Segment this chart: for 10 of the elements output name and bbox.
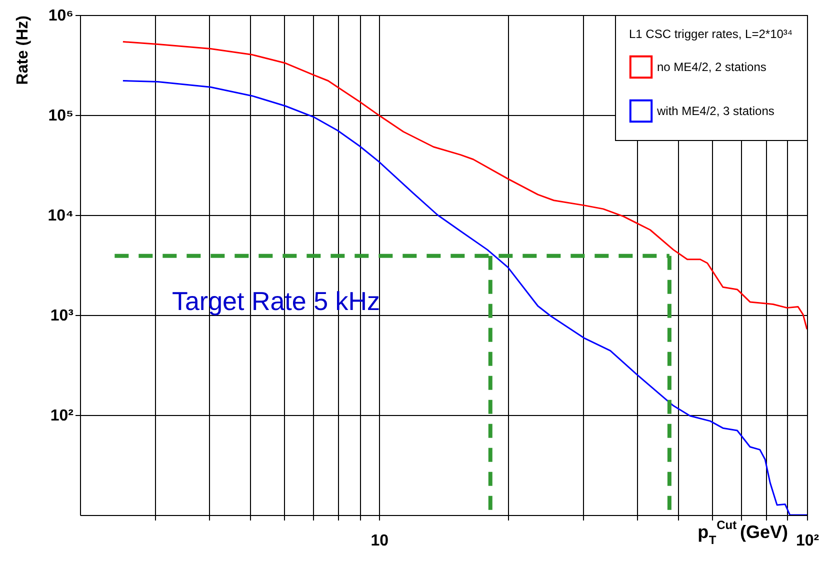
legend-label: no ME4/2, 2 stations <box>657 60 766 74</box>
y-tick-label: 10³ <box>50 308 74 324</box>
y-tick-label: 10⁶ <box>48 8 74 24</box>
x-tick-label: 10 <box>370 532 389 550</box>
y-tick-label: 10² <box>50 408 74 424</box>
legend-label: with ME4/2, 3 stations <box>656 104 774 118</box>
y-axis-title: Rate (Hz) <box>14 16 32 85</box>
y-tick-label: 10⁴ <box>48 208 74 224</box>
legend-title: L1 CSC trigger rates, L=2*10³⁴ <box>629 27 793 41</box>
y-tick-label: 10⁵ <box>48 108 74 124</box>
